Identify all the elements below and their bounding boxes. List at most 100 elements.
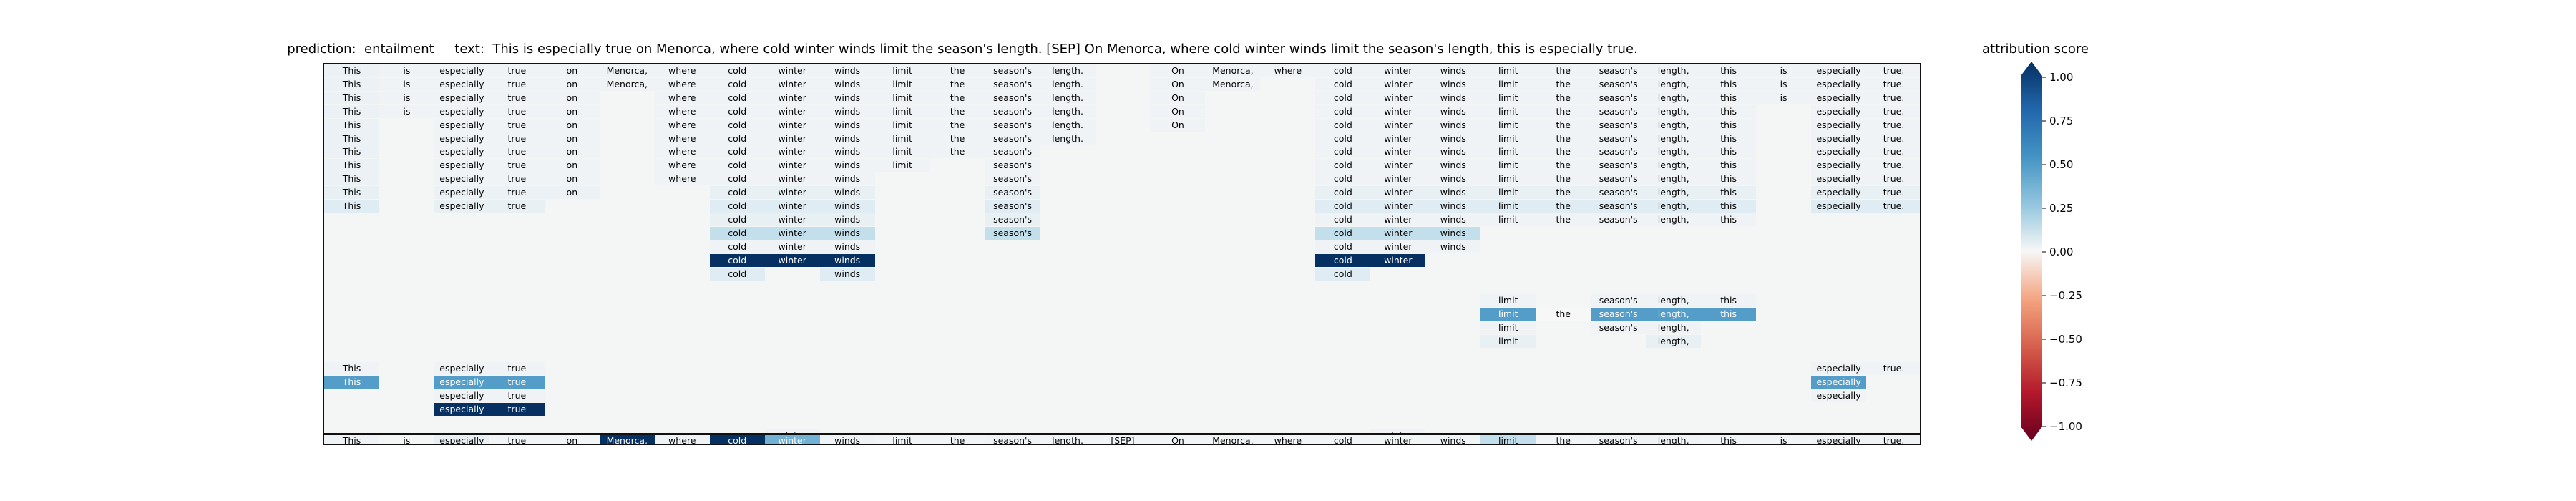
colorbar-title: attribution score [1982, 42, 2089, 57]
heatmap-cell: cold [1315, 132, 1371, 145]
colorbar-tick-label: 0.75 [2049, 115, 2073, 127]
heatmap-cell: this [1701, 308, 1757, 321]
heatmap-cell: cold [1315, 213, 1371, 226]
heatmap-cell: especially [1811, 200, 1867, 213]
heatmap-cell: winds [1425, 118, 1481, 132]
heatmap-cell: especially [434, 200, 489, 213]
heatmap-cell: season's [1591, 91, 1646, 104]
token-cell: the [930, 435, 985, 444]
heatmap-cell: especially [434, 145, 489, 159]
heatmap-cell: cold [1315, 118, 1371, 132]
heatmap-cell: winter [1370, 91, 1426, 104]
heatmap-cell: This [324, 361, 379, 375]
heatmap-cell: winds [1425, 226, 1481, 240]
heatmap-cell: length, [1646, 77, 1702, 91]
colorbar: 1.00 0.75 0.50 0.25 0.00 −0.25 −0.50 −0.75 −1.00 [2021, 62, 2082, 441]
heatmap-cell: especially [1811, 389, 1867, 402]
heatmap-cell: winds [819, 118, 875, 132]
heatmap-cell: on [544, 64, 600, 77]
heatmap-cell: true [489, 132, 545, 145]
heatmap-cell: true [489, 200, 545, 213]
heatmap-cell: where [654, 91, 710, 104]
heatmap-cell: the [930, 64, 985, 77]
heatmap-cell: This [324, 200, 379, 213]
heatmap-cell: especially [1811, 186, 1867, 200]
heatmap-cell: winds [1425, 213, 1481, 226]
heatmap-cell: This [324, 91, 379, 104]
heatmap-cell: especially [434, 375, 489, 389]
token-cell: is [379, 435, 434, 444]
heatmap-cell: cold [709, 200, 765, 213]
token-cell: is [1756, 435, 1812, 444]
colorbar-ticks: 1.00 0.75 0.50 0.25 0.00 −0.25 −0.50 −0.75 −1.00 [2042, 71, 2082, 433]
heatmap-cell: especially [1811, 64, 1867, 77]
heatmap-cell: cold [709, 91, 765, 104]
heatmap-cell: on [544, 159, 600, 172]
heatmap-cell: length, [1646, 118, 1702, 132]
heatmap-cell: Menorca, [599, 64, 655, 77]
heatmap-cell: true [489, 375, 545, 389]
heatmap-cell: where [654, 159, 710, 172]
heatmap-cell: is [1756, 64, 1812, 77]
heatmap-cell: season's [1591, 186, 1646, 200]
heatmap-cell: length, [1646, 294, 1702, 308]
heatmap-cell: winter [1370, 77, 1426, 91]
heatmap-cell: Menorca, [1205, 77, 1261, 91]
heatmap-cell: cold [709, 172, 765, 186]
heatmap-cell: on [544, 132, 600, 145]
heatmap-cell: especially [434, 186, 489, 200]
heatmap-cell: the [1536, 145, 1591, 159]
heatmap-cell: This [324, 186, 379, 200]
heatmap-cell: true. [1866, 77, 1920, 91]
heatmap-cell: the [1536, 64, 1591, 77]
heatmap-cell: true. [1866, 91, 1920, 104]
token-cell: length. [1040, 435, 1096, 444]
heatmap-cell: is [379, 91, 434, 104]
heatmap-cell: especially [1811, 104, 1867, 118]
heatmap-cell: limit [1480, 321, 1536, 335]
heatmap-cell: winter [1370, 172, 1426, 186]
heatmap-cell: limit [1480, 200, 1536, 213]
heatmap-cell: on [544, 118, 600, 132]
heatmap-cell: This [324, 375, 379, 389]
heatmap-cell: the [930, 145, 985, 159]
heatmap-cell: winds [819, 159, 875, 172]
heatmap-cell: cold [1315, 253, 1371, 267]
heatmap-cell: winter [1370, 132, 1426, 145]
heatmap-cell: winds [1425, 240, 1481, 253]
heatmap-cell: especially [1811, 159, 1867, 172]
token-cell: Menorca, [599, 435, 655, 444]
heatmap-cell: cold [709, 64, 765, 77]
colorbar-tick-label: 1.00 [2049, 71, 2073, 84]
heatmap-cell: cold [1315, 186, 1371, 200]
heatmap-cell: cold [709, 253, 765, 267]
heatmap-cell: On [1150, 91, 1206, 104]
heatmap-cell: cold [709, 132, 765, 145]
heatmap-cell: true [489, 402, 545, 416]
heatmap-cell: length, [1646, 335, 1702, 348]
heatmap-cell: where [654, 104, 710, 118]
heatmap-cell: length, [1646, 64, 1702, 77]
heatmap-cell: cold [709, 118, 765, 132]
heatmap-cell: winter [1370, 240, 1426, 253]
heatmap-cell: on [544, 104, 600, 118]
heatmap-cell: length. [1040, 91, 1096, 104]
heatmap-cell: winter [1370, 118, 1426, 132]
heatmap-cell: cold [1315, 104, 1371, 118]
heatmap-cell: winds [819, 186, 875, 200]
heatmap-cell: this [1701, 104, 1757, 118]
heatmap-cell: On [1150, 64, 1206, 77]
heatmap-cell: where [654, 145, 710, 159]
token-cell: season's [1591, 435, 1646, 444]
attribution-heatmap: This is especially true on Menorca, where cold w… [323, 63, 1921, 445]
heatmap-cell: length, [1646, 104, 1702, 118]
heatmap-cell: limit [1480, 159, 1536, 172]
heatmap-cell: winter [1370, 200, 1426, 213]
heatmap-cell: cold [1315, 240, 1371, 253]
heatmap-cell: cold [1315, 64, 1371, 77]
heatmap-cell: limit [874, 145, 930, 159]
heatmap-cell: the [1536, 186, 1591, 200]
heatmap-cell: limit [1480, 335, 1536, 348]
heatmap-cell: season's [1591, 213, 1646, 226]
heatmap-cell: length. [1040, 77, 1096, 91]
